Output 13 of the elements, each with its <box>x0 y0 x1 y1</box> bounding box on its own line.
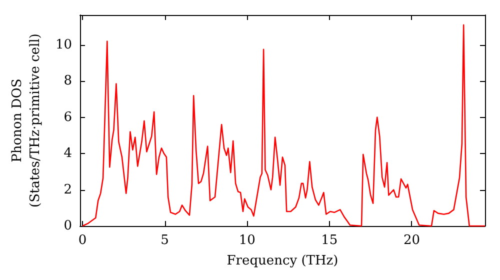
y-axis-title: Phonon DOS (States/THz·primitive cell) <box>10 33 44 208</box>
x-tick-label: 0 <box>78 233 87 248</box>
y-tick-label: 10 <box>55 37 72 52</box>
y-tick-label: 0 <box>64 218 72 234</box>
y-tick-label: 2 <box>64 182 72 198</box>
x-tick-label: 5 <box>160 233 169 248</box>
x-axis-title: Frequency (THz) <box>226 254 338 268</box>
x-tick-label: 20 <box>403 233 420 248</box>
y-tick-label: 4 <box>64 146 72 162</box>
y-tick-label: 8 <box>64 74 72 89</box>
x-tick-label: 10 <box>238 233 256 248</box>
x-tick-label: 15 <box>321 233 338 248</box>
y-tick-label: 6 <box>64 110 72 125</box>
